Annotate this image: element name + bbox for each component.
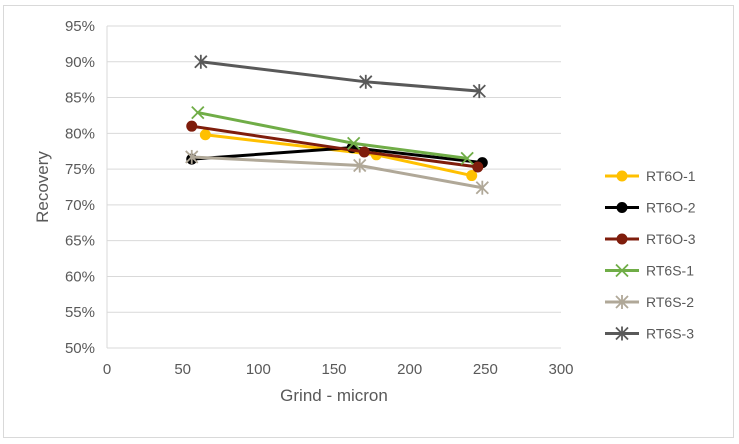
chart-frame: [3, 5, 734, 438]
series-layer: [185, 54, 489, 195]
data-point-rt6s-1: [460, 151, 474, 166]
y-tick-label: 95%: [65, 18, 95, 35]
legend-label-rt6s-1: RT6S-1: [646, 263, 694, 279]
data-point-rt6s-1: [191, 105, 205, 120]
legend-label-rt6s-2: RT6S-2: [646, 294, 694, 310]
legend-label-rt6o-2: RT6O-2: [646, 200, 696, 216]
series-line-rt6s-3: [199, 60, 481, 93]
x-tick-label: 300: [548, 361, 573, 378]
y-tick-label: 50%: [65, 340, 95, 357]
y-tick-label: 65%: [65, 233, 95, 250]
series-rt6s-3: [194, 54, 486, 99]
legend-label-rt6s-3: RT6S-3: [646, 326, 694, 342]
y-tick-label: 75%: [65, 161, 95, 178]
y-tick-label: 55%: [65, 304, 95, 321]
y-tick-label: 60%: [65, 268, 95, 285]
data-point-rt6s-3: [359, 74, 373, 89]
legend-item-rt6s-1: RT6S-1: [605, 263, 694, 279]
x-tick-label: 0: [103, 361, 111, 378]
legend-marker-rt6o-1: [616, 170, 628, 182]
x-tick-label: 100: [246, 361, 271, 378]
series-rt6o-3: [186, 120, 484, 173]
series-rt6s-1: [191, 105, 474, 166]
data-point-rt6s-2: [353, 158, 367, 173]
x-tick-label: 150: [321, 361, 346, 378]
gridlines: [107, 25, 561, 313]
series-line-rt6s-1: [196, 111, 469, 160]
legend-label-rt6o-1: RT6O-1: [646, 168, 696, 184]
data-point-rt6o-1: [199, 129, 211, 141]
x-tick-labels: 0 50 100 150 200 250 300: [103, 361, 574, 378]
data-point-rt6s-2: [475, 180, 489, 195]
x-tick-label: 250: [473, 361, 498, 378]
x-tick-label: 200: [397, 361, 422, 378]
legend-marker-rt6s-3: [615, 326, 629, 341]
data-point-rt6s-1: [347, 136, 361, 150]
y-tick-label: 85%: [65, 90, 95, 107]
series-line-rt6o-3: [190, 124, 480, 169]
axes: [106, 26, 561, 349]
y-tick-label: 70%: [65, 197, 95, 214]
data-point-rt6s-3: [194, 54, 208, 69]
data-point-rt6s-2: [185, 149, 199, 164]
legend-item-rt6o-3: RT6O-3: [605, 231, 696, 247]
data-point-rt6s-3: [472, 84, 486, 99]
data-point-rt6o-3: [186, 120, 198, 132]
legend-item-rt6s-3: RT6S-3: [605, 326, 694, 342]
data-point-rt6o-1: [466, 170, 478, 182]
y-tick-label: 90%: [65, 54, 95, 71]
y-axis-title: Recovery: [33, 151, 52, 223]
legend: RT6O-1 RT6O-2 RT6O-3 RT6S-1 RT6S-2 RT6S-3: [605, 168, 696, 342]
legend-label-rt6o-3: RT6O-3: [646, 231, 696, 247]
legend-marker-rt6o-2: [616, 202, 628, 213]
data-point-rt6o-3: [358, 146, 370, 158]
legend-marker-rt6s-2: [615, 295, 629, 309]
legend-marker-rt6o-3: [616, 233, 628, 245]
series-rt6s-2: [185, 149, 489, 195]
x-axis-title: Grind - micron: [280, 386, 388, 405]
legend-marker-rt6s-1: [615, 263, 629, 278]
legend-item-rt6s-2: RT6S-2: [605, 294, 694, 310]
legend-item-rt6o-2: RT6O-2: [605, 200, 696, 216]
y-tick-labels: 50% 55% 60% 65% 70% 75% 80% 85% 90% 95%: [65, 18, 95, 357]
y-tick-label: 80%: [65, 125, 95, 142]
data-point-rt6o-3: [472, 161, 484, 173]
legend-item-rt6o-1: RT6O-1: [605, 168, 696, 184]
x-tick-label: 50: [174, 361, 191, 378]
